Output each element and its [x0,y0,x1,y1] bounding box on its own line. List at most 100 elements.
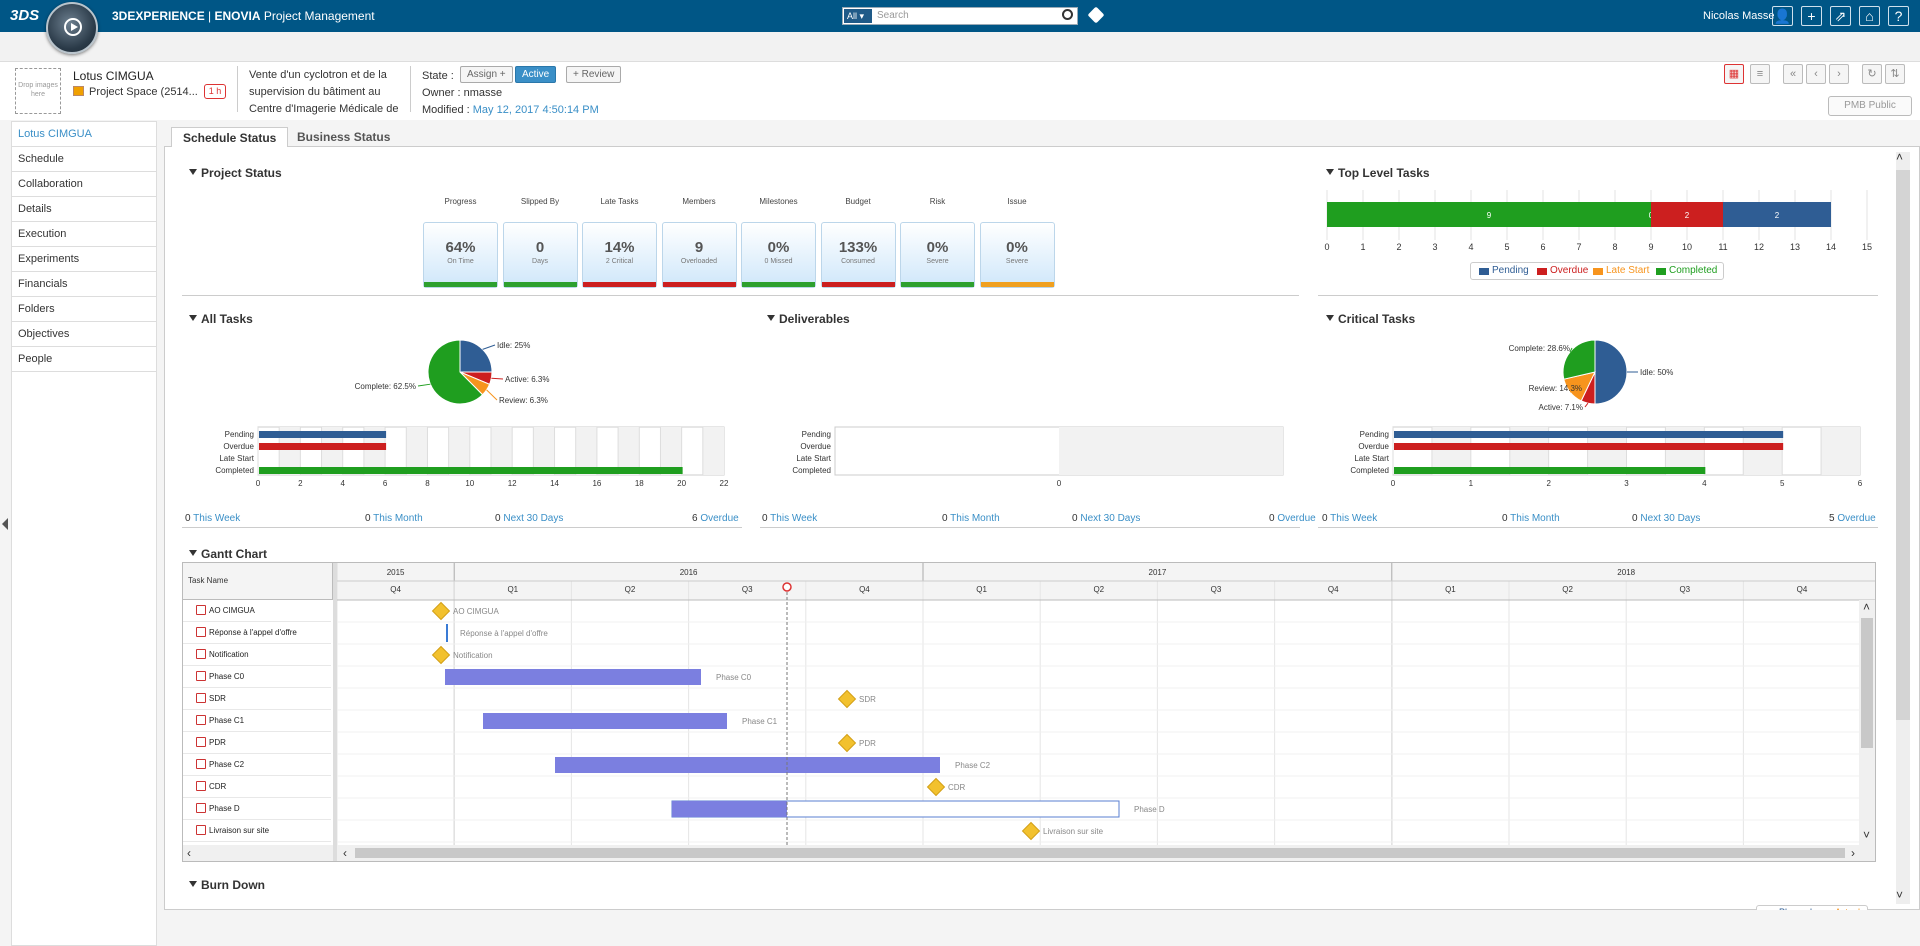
state-review-button[interactable]: + Review [566,66,622,83]
scroll-left-icon[interactable]: ‹ [187,846,191,860]
scroll-down-icon[interactable]: ˅ [1896,888,1904,902]
sidebar-item-schedule[interactable]: Schedule [12,147,156,172]
user-name[interactable]: Nicolas Masse [1703,10,1775,22]
sidebar-item-lotus-cimgua[interactable]: Lotus CIMGUA [12,122,156,147]
link-next-30-days[interactable]: 0 Next 30 Days [1072,513,1140,524]
link-this-week[interactable]: 0 This Week [1322,513,1377,524]
section-title-all-tasks[interactable]: All Tasks [189,312,253,326]
help-icon[interactable]: ? [1888,6,1909,26]
gantt-task-row[interactable]: AO CIMGUA [183,600,331,622]
image-drop-zone[interactable]: Drop images here [15,68,61,114]
section-title-burn-down[interactable]: Burn Down [189,878,265,892]
gantt-task-row[interactable]: SDR [183,688,331,710]
collapse-sidebar-icon[interactable] [2,518,8,530]
link-text[interactable]: This Month [950,513,1000,524]
scroll-up-icon[interactable]: ˄ [1896,150,1904,164]
sidebar-item-experiments[interactable]: Experiments [12,247,156,272]
scrollbar-thumb[interactable] [355,848,1845,858]
sidebar-item-objectives[interactable]: Objectives [12,322,156,347]
sidebar-item-financials[interactable]: Financials [12,272,156,297]
section-title-critical-tasks[interactable]: Critical Tasks [1326,312,1415,326]
gantt-task-row[interactable]: Phase C0 [183,666,331,688]
sidebar-item-details[interactable]: Details [12,197,156,222]
link-this-month[interactable]: 0 This Month [942,513,1000,524]
link-text[interactable]: Next 30 Days [1640,513,1701,524]
user-icon[interactable]: 👤 [1772,6,1793,26]
sort-icon[interactable]: ⇅ [1885,64,1905,84]
status-tile-late-tasks[interactable]: 14% 2 Critical [582,222,657,288]
calendar-alert-icon[interactable]: ▦ [1724,64,1744,84]
link-text[interactable]: This Week [1330,513,1378,524]
link-this-week[interactable]: 0 This Week [185,513,240,524]
status-tile-budget[interactable]: 133% Consumed [820,222,896,288]
state-active-button[interactable]: Active [515,66,557,83]
status-tile-slipped-by[interactable]: 0 Days [502,222,578,288]
scroll-right-icon[interactable]: › [1851,846,1855,860]
gantt-task-row[interactable]: PDR [183,732,331,754]
state-assign-button[interactable]: Assign + [460,66,513,83]
status-tile-risk[interactable]: 0% Severe [900,222,975,288]
status-tile-milestones[interactable]: 0% 0 Missed [741,222,816,288]
scroll-down-icon[interactable]: ˅ [1863,828,1871,842]
link-text[interactable]: Overdue [1277,513,1316,524]
link-next-30-days[interactable]: 0 Next 30 Days [1632,513,1700,524]
pmb-public-button[interactable]: PMB Public [1828,96,1912,116]
gantt-splitter[interactable] [333,563,337,861]
link-text[interactable]: This Week [193,513,241,524]
hours-badge[interactable]: 1 h [204,84,226,99]
plus-icon[interactable]: + [1801,6,1822,26]
link-overdue[interactable]: 0 Overdue [1269,513,1316,524]
section-title-deliverables[interactable]: Deliverables [767,312,850,326]
share-icon[interactable]: ⇗ [1830,6,1851,26]
next-icon[interactable]: › [1829,64,1849,84]
list-icon[interactable]: ≡ [1750,64,1770,84]
search-input[interactable] [842,7,1078,25]
gantt-task-row[interactable]: Réponse à l'appel d'offre [183,622,331,644]
section-title-top-level-tasks[interactable]: Top Level Tasks [1326,166,1430,180]
section-title-project-status[interactable]: Project Status [189,166,282,180]
link-overdue[interactable]: 6 Overdue [692,513,739,524]
compass-icon[interactable] [46,2,98,54]
section-title-gantt-chart[interactable]: Gantt Chart [189,547,267,561]
link-text[interactable]: Overdue [700,513,739,524]
link-overdue[interactable]: 5 Overdue [1829,513,1876,524]
gantt-task-hscrollbar[interactable]: ‹ [183,845,333,861]
gantt-vscrollbar[interactable]: ˄ ˅ [1859,600,1875,845]
link-text[interactable]: This Month [373,513,423,524]
link-next-30-days[interactable]: 0 Next 30 Days [495,513,563,524]
status-tile-members[interactable]: 9 Overloaded [661,222,737,288]
link-this-month[interactable]: 0 This Month [1502,513,1560,524]
sidebar-item-folders[interactable]: Folders [12,297,156,322]
link-text[interactable]: Next 30 Days [1080,513,1141,524]
gantt-task-row[interactable]: Phase C1 [183,710,331,732]
first-icon[interactable]: « [1783,64,1803,84]
search-icon[interactable] [1062,9,1073,20]
sidebar-item-people[interactable]: People [12,347,156,372]
sidebar-item-collaboration[interactable]: Collaboration [12,172,156,197]
tab-schedule-status[interactable]: Schedule Status [171,127,289,147]
status-tile-issue[interactable]: 0% Severe [979,222,1055,288]
link-text[interactable]: This Month [1510,513,1560,524]
link-this-month[interactable]: 0 This Month [365,513,423,524]
page-scrollbar-thumb[interactable] [1896,170,1910,720]
link-text[interactable]: Overdue [1837,513,1876,524]
gantt-task-row[interactable]: Livraison sur site [183,820,331,842]
scroll-left-icon[interactable]: ‹ [343,846,347,860]
refresh-icon[interactable]: ↻ [1862,64,1882,84]
link-text[interactable]: Next 30 Days [503,513,564,524]
gantt-timeline-hscrollbar[interactable]: ‹ › [337,845,1875,861]
status-tile-progress[interactable]: 64% On Time [423,222,498,288]
link-text[interactable]: This Week [770,513,818,524]
sidebar-item-execution[interactable]: Execution [12,222,156,247]
gantt-task-row[interactable]: CDR [183,776,331,798]
gantt-task-row[interactable]: Phase D [183,798,331,820]
tab-business-status[interactable]: Business Status [297,130,391,144]
gantt-task-row[interactable]: Phase C2 [183,754,331,776]
scrollbar-thumb[interactable] [1861,618,1873,748]
scroll-up-icon[interactable]: ˄ [1863,600,1871,614]
previous-icon[interactable]: ‹ [1806,64,1826,84]
gantt-task-row[interactable]: Notification [183,644,331,666]
search-scope-select[interactable]: All ▾ [844,9,872,23]
link-this-week[interactable]: 0 This Week [762,513,817,524]
home-icon[interactable]: ⌂ [1859,6,1880,26]
